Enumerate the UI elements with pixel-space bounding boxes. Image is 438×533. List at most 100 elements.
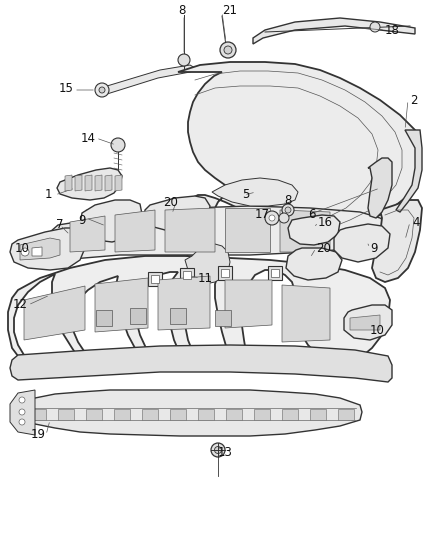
Polygon shape	[271, 269, 279, 277]
Polygon shape	[215, 310, 231, 326]
Polygon shape	[253, 18, 415, 44]
Circle shape	[19, 409, 25, 415]
Polygon shape	[221, 269, 229, 277]
Text: 15: 15	[59, 82, 74, 94]
Circle shape	[211, 443, 225, 457]
Polygon shape	[86, 409, 102, 420]
Circle shape	[269, 215, 275, 221]
Circle shape	[279, 213, 289, 223]
Text: 12: 12	[13, 298, 28, 311]
Polygon shape	[57, 168, 122, 200]
Polygon shape	[178, 62, 420, 276]
Polygon shape	[185, 244, 230, 284]
Polygon shape	[338, 409, 354, 420]
Text: 1: 1	[45, 189, 52, 201]
Text: 9: 9	[370, 241, 378, 254]
Polygon shape	[130, 308, 146, 324]
Polygon shape	[96, 310, 112, 326]
Text: 8: 8	[178, 4, 186, 17]
Polygon shape	[80, 200, 142, 242]
Polygon shape	[95, 175, 102, 191]
Text: 14: 14	[81, 132, 96, 144]
Circle shape	[19, 419, 25, 425]
Circle shape	[215, 447, 222, 454]
Polygon shape	[288, 215, 340, 245]
Polygon shape	[107, 65, 195, 94]
Polygon shape	[115, 175, 122, 191]
Polygon shape	[350, 315, 380, 330]
Polygon shape	[32, 247, 42, 256]
Circle shape	[220, 42, 236, 58]
Text: 21: 21	[222, 4, 237, 17]
Text: 10: 10	[370, 324, 385, 336]
Polygon shape	[148, 272, 162, 286]
Text: 7: 7	[56, 219, 64, 231]
Polygon shape	[10, 390, 35, 435]
Circle shape	[178, 54, 190, 66]
Polygon shape	[70, 216, 105, 252]
Circle shape	[265, 211, 279, 225]
Circle shape	[111, 138, 125, 152]
Polygon shape	[396, 130, 422, 212]
Polygon shape	[144, 196, 210, 230]
Polygon shape	[268, 266, 282, 280]
Polygon shape	[225, 280, 272, 328]
Polygon shape	[58, 409, 74, 420]
Circle shape	[95, 83, 109, 97]
Polygon shape	[225, 208, 270, 252]
Polygon shape	[254, 409, 270, 420]
Polygon shape	[280, 210, 330, 252]
Polygon shape	[183, 271, 191, 279]
Circle shape	[224, 46, 232, 54]
Polygon shape	[165, 208, 215, 252]
Circle shape	[21, 248, 29, 256]
Polygon shape	[198, 409, 214, 420]
Polygon shape	[95, 278, 148, 332]
Polygon shape	[42, 206, 390, 260]
Polygon shape	[8, 256, 390, 370]
Circle shape	[19, 397, 25, 403]
Polygon shape	[65, 175, 72, 191]
Text: 10: 10	[15, 241, 30, 254]
Circle shape	[285, 207, 291, 213]
Polygon shape	[226, 409, 242, 420]
Polygon shape	[372, 200, 422, 282]
Polygon shape	[24, 286, 85, 340]
Circle shape	[370, 22, 380, 32]
Circle shape	[282, 204, 294, 216]
Polygon shape	[282, 409, 298, 420]
Polygon shape	[151, 275, 159, 283]
Polygon shape	[334, 224, 390, 262]
Text: 17: 17	[255, 208, 270, 222]
Polygon shape	[212, 178, 298, 206]
Polygon shape	[85, 175, 92, 191]
Text: 20: 20	[163, 196, 178, 208]
Circle shape	[99, 87, 105, 93]
Text: 11: 11	[198, 271, 213, 285]
Polygon shape	[75, 175, 82, 191]
Polygon shape	[115, 210, 155, 252]
Text: 19: 19	[31, 429, 46, 441]
Polygon shape	[170, 308, 186, 324]
Text: 9: 9	[78, 214, 86, 227]
Text: 5: 5	[242, 189, 249, 201]
Polygon shape	[286, 248, 342, 280]
Polygon shape	[282, 285, 330, 342]
Polygon shape	[158, 276, 210, 330]
Text: 13: 13	[218, 446, 233, 458]
Polygon shape	[20, 238, 60, 260]
Text: 4: 4	[412, 215, 420, 229]
Polygon shape	[310, 409, 326, 420]
Polygon shape	[10, 345, 392, 382]
Text: 2: 2	[410, 93, 417, 107]
Text: 8: 8	[284, 193, 291, 206]
Text: 20: 20	[316, 241, 331, 254]
Text: 16: 16	[318, 215, 333, 229]
Polygon shape	[218, 266, 232, 280]
Text: 18: 18	[385, 23, 400, 36]
Polygon shape	[10, 228, 85, 270]
Polygon shape	[368, 158, 392, 218]
Text: 6: 6	[308, 208, 315, 222]
Polygon shape	[30, 409, 46, 420]
Polygon shape	[142, 409, 158, 420]
